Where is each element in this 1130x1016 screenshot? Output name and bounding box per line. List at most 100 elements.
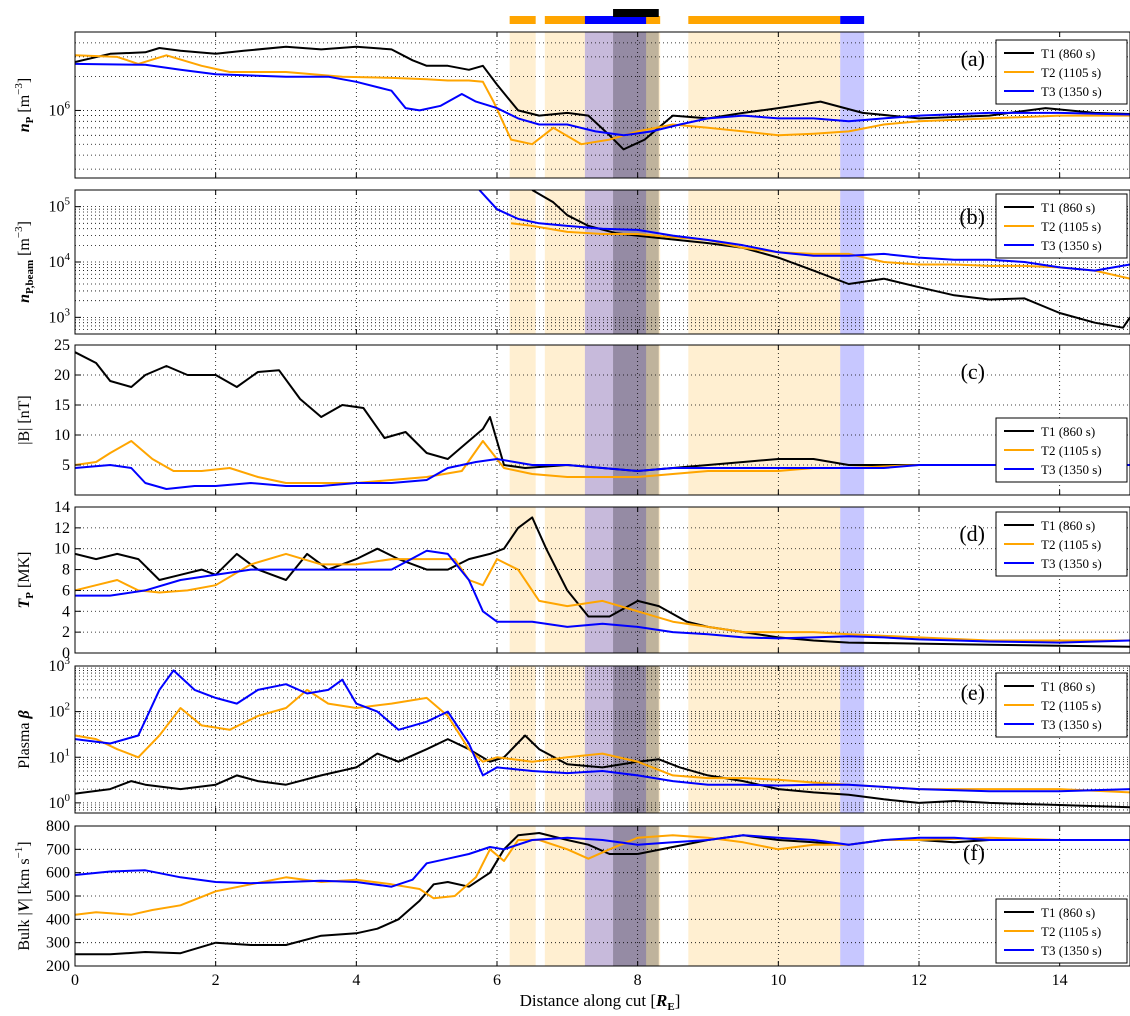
shaded-region [840,826,865,966]
series-line-t1 [75,351,1130,472]
shaded-region [840,666,865,813]
legend: T1 (860 s) T2 (1105 s) T3 (1350 s) [995,39,1128,105]
legend-label: T3 (1350 s) [1041,556,1102,571]
panel-label: (a) [961,46,985,71]
highlight-bars [509,9,865,24]
legend-label: T2 (1105 s) [1041,924,1101,939]
axes-frame [74,665,1130,814]
x-tick-label: 12 [911,972,927,989]
legend: T1 (860 s) T2 (1105 s) T3 (1350 s) [995,511,1128,577]
series-lines [75,351,1130,490]
legend-label: T2 (1105 s) [1041,537,1101,552]
highlight-bar [509,16,536,24]
legend-label: T2 (1105 s) [1041,219,1101,234]
y-tick-label: 106 [49,99,71,119]
y-axis-label: nP [m−3] [13,78,36,132]
y-axis-label: |B| [nT] [16,395,33,445]
y-tick-label: 600 [46,865,70,882]
panel-label: (f) [963,840,985,865]
shaded-region [613,345,659,495]
shaded-region [544,826,661,966]
legend-label: T3 (1350 s) [1041,238,1102,253]
series-line-t3 [478,190,1130,272]
highlight-bar [584,16,647,24]
legend-label: T2 (1105 s) [1041,443,1101,458]
y-axis-label: nP,beam [m−3] [13,221,36,303]
series-line-t2 [75,552,1130,642]
y-tick-label: 25 [54,337,70,354]
y-tick-label: 103 [49,655,71,675]
shaded-region [840,32,865,178]
y-tick-label: 200 [46,958,70,975]
x-tick-label: 0 [71,972,79,989]
highlight-bar [840,16,865,24]
y-tick-label: 102 [49,701,71,721]
legend-label: T1 (860 s) [1041,200,1095,215]
shaded-region [688,190,841,334]
legend-label: T1 (860 s) [1041,679,1095,694]
series-line-t1 [75,45,1130,151]
y-tick-label: 300 [46,935,70,952]
series-line-t2 [75,54,1130,146]
y-tick-label: 20 [54,367,70,384]
y-tick-label: 2 [62,624,70,641]
panel-f: 200 300 400 500 600 700 800 (f) Bulk |V| [km s−1… [13,818,1130,989]
series-line-t2 [510,222,1130,280]
series-line-t3 [75,458,1130,490]
legend-label: T2 (1105 s) [1041,65,1101,80]
x-tick-label: 2 [212,972,220,989]
legend: T1 (860 s) T2 (1105 s) T3 (1350 s) [995,417,1128,483]
axes-frame [74,31,1130,179]
legend: T1 (860 s) T2 (1105 s) T3 (1350 s) [995,898,1128,964]
y-tick-label: 12 [54,520,70,537]
y-tick-label: 10 [54,541,70,558]
shaded-region [688,32,841,178]
shaded-region [544,507,661,653]
y-tick-label: 103 [49,306,71,326]
shaded-region [688,826,841,966]
legend-label: T1 (860 s) [1041,905,1095,920]
shaded-region [688,345,841,495]
x-axis-label: Distance along cut [RE] [520,991,681,1013]
panel-label: (b) [959,204,985,229]
axes-frame [74,506,1130,654]
y-tick-label: 500 [46,888,70,905]
legend-label: T1 (860 s) [1041,46,1095,61]
highlight-bar [688,16,841,24]
x-tick-label: 6 [493,972,501,989]
shaded-region [584,666,647,813]
series-line-t2 [75,834,1130,916]
shaded-regions [509,666,865,813]
y-tick-label: 104 [49,251,71,271]
shaded-region [840,345,865,495]
panel-a: 106 (a) nP [m−3] T1 (860 s) T2 (1105 s) T3 (1… [13,31,1130,179]
series-line-t3 [75,62,1130,137]
shaded-region [584,32,647,178]
series-lines [478,190,1130,329]
y-tick-label: 800 [46,818,70,835]
series-line-t3 [75,834,1130,888]
y-tick-label: 700 [46,841,70,858]
series-line-t2 [75,688,1130,794]
y-tick-label: 4 [62,603,70,620]
y-tick-label: 10 [54,427,70,444]
x-tick-label: 4 [352,972,360,989]
x-axis-label-var: R [655,991,667,1010]
shaded-region [840,507,865,653]
panel-label: (d) [959,521,985,546]
legend-label: T3 (1350 s) [1041,462,1102,477]
y-tick-label: 6 [62,582,70,599]
axes-frame [74,344,1130,496]
panel-e: 100 101 102 103 (e) Plasma β T1 (860 s) T2 (110… [16,655,1130,814]
panel-b: 103 104 105 (b) nP,beam [m−3] T1 (860 s) T2 (1… [13,189,1130,335]
panel-d: 0 2 4 6 8 10 12 14 (d) TP [MK] T1 (860 s) T2 (1105 … [16,499,1130,662]
shaded-region [509,507,536,653]
shaded-region [544,32,661,178]
series-line-t1 [75,734,1130,809]
shaded-regions [509,32,865,178]
shaded-regions [509,190,865,334]
legend-label: T1 (860 s) [1041,518,1095,533]
legend: T1 (860 s) T2 (1105 s) T3 (1350 s) [995,193,1128,259]
shaded-region [613,666,659,813]
